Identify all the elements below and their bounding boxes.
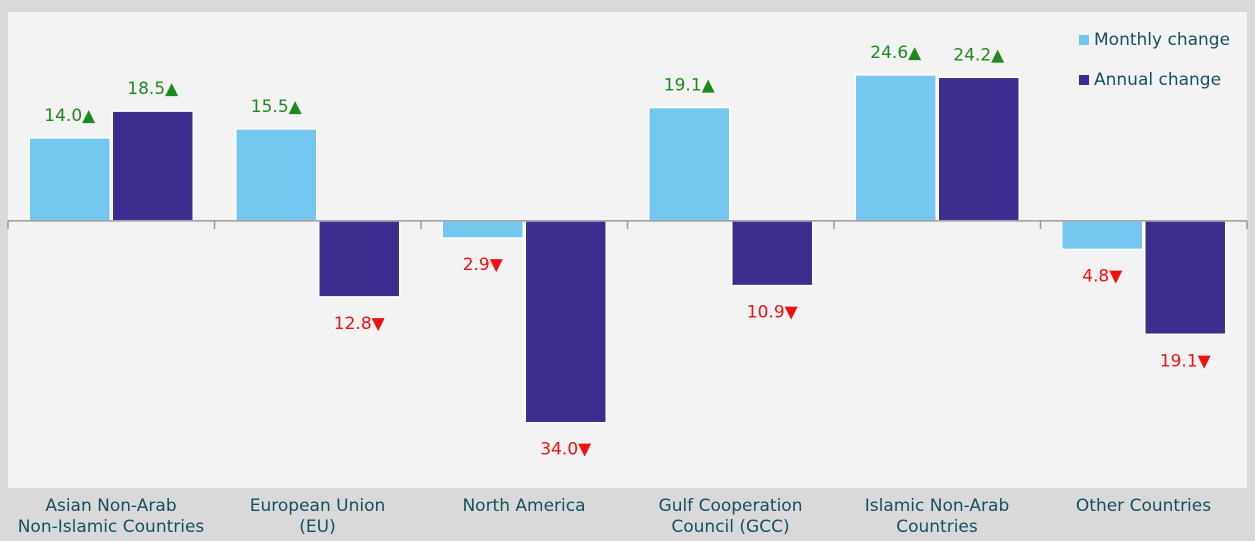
value-label: 2.9▼ [463,255,504,275]
value-label: 10.9▼ [747,303,799,323]
x-tick-label: Other Countries [1075,496,1212,516]
x-tick-label: North America [462,496,586,516]
x-tick-label: Gulf Cooperation Council (GCC) [658,496,803,537]
bar [441,220,524,239]
bar [1144,220,1227,336]
bar [524,220,607,424]
legend-label: Annual change [1094,70,1221,90]
x-tick-label: European Union (EU) [249,496,386,537]
value-label: 34.0▼ [540,440,592,460]
value-label: 24.6▲ [870,43,922,63]
x-tick-label: Islamic Non-Arab Countries [864,496,1010,537]
bar [731,220,814,287]
bar [28,137,111,222]
value-label: 18.5▲ [127,79,179,99]
bar [648,106,731,222]
legend-label: Monthly change [1094,30,1230,50]
bar [318,220,401,298]
bar [1061,220,1144,251]
plot-area [8,12,1247,488]
value-label: 19.1▼ [1160,351,1212,371]
bar [854,74,937,222]
value-label: 19.1▲ [664,76,716,96]
legend-swatch [1079,35,1089,45]
bar [235,128,318,222]
value-label: 15.5▲ [251,97,303,117]
value-label: 24.2▲ [953,45,1005,65]
value-label: 4.8▼ [1082,266,1123,286]
bar [937,76,1020,222]
value-label: 12.8▼ [334,314,386,334]
value-label: 14.0▲ [44,106,96,126]
x-tick-label: Asian Non-Arab Non-Islamic Countries [17,496,205,537]
legend-swatch [1079,75,1089,85]
bar [111,110,194,222]
